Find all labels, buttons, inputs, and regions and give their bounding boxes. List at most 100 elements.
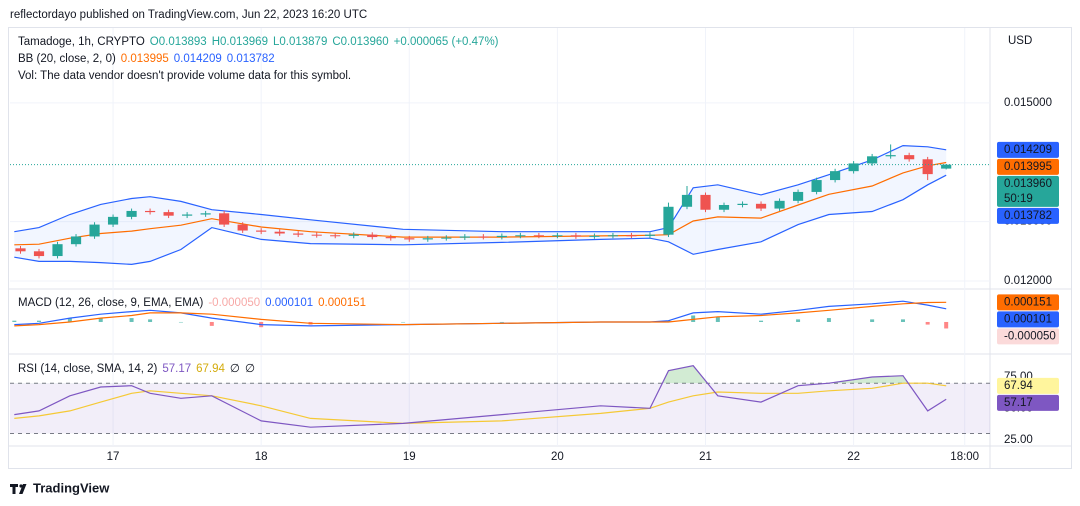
histogram-bar	[67, 318, 72, 322]
bollinger-line	[14, 174, 947, 266]
x-tick-label: 17	[107, 451, 120, 463]
candle-body	[256, 230, 267, 232]
candle-body	[52, 244, 63, 257]
ohlc-value: L0.013879	[273, 36, 327, 48]
candle-body	[441, 237, 452, 239]
indicator-title: RSI (14, close, SMA, 14, 2)	[18, 363, 158, 375]
ohlc-value: C0.013960	[332, 36, 388, 48]
legend: MACD (12, 26, close, 9, EMA, EMA) -0.0000…	[18, 297, 366, 309]
x-tick-label: 21	[699, 451, 712, 463]
candle-body	[422, 238, 433, 240]
candle-body	[774, 200, 785, 209]
y-tick-label: 0.012000	[1004, 275, 1052, 287]
x-tick-label: 18	[255, 451, 268, 463]
candle-body	[533, 235, 544, 237]
candle-body	[811, 180, 822, 192]
candle-body	[237, 224, 248, 231]
candle-body	[385, 237, 396, 239]
candle-body	[830, 171, 841, 181]
candle-body	[607, 235, 619, 237]
histogram-bar	[796, 319, 801, 322]
histogram-bar	[129, 318, 134, 322]
y-unit: USD	[1008, 35, 1032, 47]
indicator-value: ∅	[245, 363, 255, 375]
price-badge-label: 0.013782	[1004, 210, 1052, 222]
overbought-fill	[14, 365, 947, 384]
candle-body	[478, 236, 489, 238]
candle-body	[107, 216, 119, 225]
candle-body	[848, 163, 859, 172]
candle-body	[737, 203, 748, 205]
y-tick-label: 0.015000	[1004, 97, 1052, 109]
price-badge-label: 0.014209	[1004, 144, 1052, 156]
macd-line	[14, 301, 947, 327]
candle-body	[70, 236, 82, 245]
candle-body	[904, 155, 915, 160]
brand: TradingView	[33, 480, 110, 495]
price-badge	[997, 158, 1059, 175]
histogram-bar	[826, 318, 831, 322]
histogram-bar	[98, 318, 103, 322]
candle-body	[885, 155, 896, 157]
rsi-band	[10, 383, 990, 434]
price-badge	[997, 207, 1059, 224]
legend: BB (20, close, 2, 0) 0.013995 0.014209 0.01…	[18, 53, 275, 65]
histogram-bar	[209, 321, 214, 326]
candle-body	[570, 235, 581, 237]
price-badge	[997, 141, 1059, 158]
indicator-value: ∅	[230, 363, 240, 375]
candle-body	[718, 204, 730, 210]
indicator-value: -0.000050	[208, 297, 260, 309]
candle-body	[348, 234, 359, 236]
legend: Tamadoge, 1h, CRYPTO O0.013893 H0.013969 L0…	[18, 36, 499, 48]
volume-note: Vol: The data vendor doesn't provide vol…	[18, 70, 351, 82]
candle-body	[367, 234, 378, 238]
histogram-bar	[691, 315, 696, 322]
candle-body	[922, 159, 933, 175]
indicator-value: 0.013995	[121, 53, 169, 65]
ohlc-value: +0.000065 (+0.47%)	[394, 36, 499, 48]
candle-body	[552, 235, 563, 237]
candle-body	[681, 194, 693, 207]
x-tick-label: 22	[847, 451, 860, 463]
price-badge-label: 0.013995	[1004, 161, 1052, 173]
x-tick-label: 18:00	[950, 451, 979, 463]
candle-body	[89, 224, 100, 237]
histogram-bar	[759, 320, 764, 322]
candle-body	[663, 206, 674, 235]
candle-body	[311, 234, 322, 236]
price-badge-label: 0.000151	[1004, 296, 1052, 308]
price-badge-label: 67.94	[1004, 380, 1033, 392]
ohlc-value: O0.013893	[150, 36, 207, 48]
header: reflectordayo published on TradingView.c…	[10, 9, 367, 21]
ohlc-value: H0.013969	[212, 36, 268, 48]
band-fill	[14, 145, 947, 265]
price-badge-label: -0.000050	[1004, 330, 1056, 342]
price-badge-label: 0.000101	[1004, 313, 1052, 325]
candle-body	[626, 235, 637, 237]
bollinger-line	[14, 161, 947, 246]
candle-body	[293, 233, 304, 235]
histogram-bar	[37, 320, 42, 322]
candle-body	[644, 234, 656, 236]
indicator-title: MACD (12, 26, close, 9, EMA, EMA)	[18, 297, 204, 309]
x-tick-label: 20	[551, 451, 564, 463]
candle-body	[515, 235, 526, 237]
price-badge	[997, 394, 1059, 411]
rsi-line	[14, 382, 947, 425]
price-badge	[997, 328, 1059, 345]
price-badge-label: 57.17	[1004, 397, 1033, 409]
legend: Vol: The data vendor doesn't provide vol…	[18, 70, 351, 82]
indicator-value: 0.000101	[265, 297, 313, 309]
histogram-bar	[900, 319, 905, 322]
candle-body	[867, 156, 878, 164]
candle-body	[941, 164, 952, 169]
candle-body	[496, 235, 507, 238]
price-badge	[997, 377, 1059, 394]
candle-body	[755, 203, 767, 209]
legend: RSI (14, close, SMA, 14, 2) 57.17 67.94 ∅ ∅	[18, 363, 255, 375]
candle-body	[182, 214, 193, 216]
indicator-value: 0.013782	[227, 53, 275, 65]
